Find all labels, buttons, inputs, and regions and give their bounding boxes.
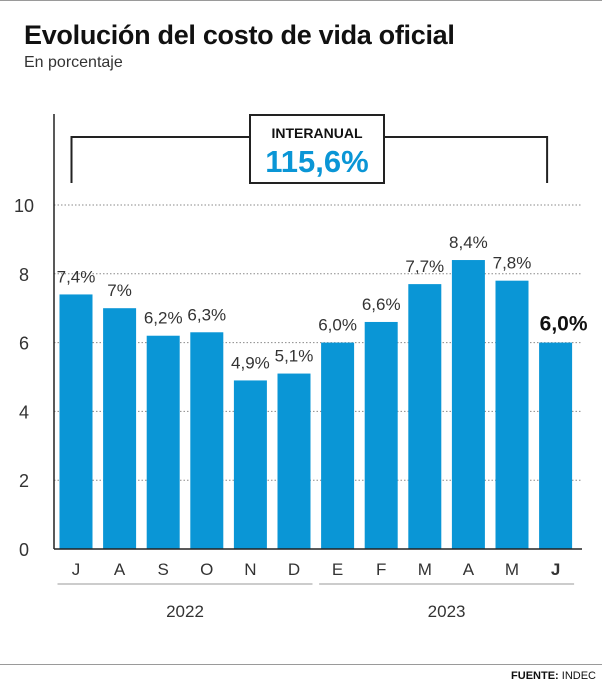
x-tick-label: N <box>244 560 256 579</box>
interanual-value: 115,6% <box>265 144 368 179</box>
bar <box>539 342 573 549</box>
x-tick-label: S <box>158 560 169 579</box>
interanual-box <box>249 114 385 184</box>
x-tick-label: J <box>551 560 560 579</box>
bar-value-label: 7,8% <box>493 254 532 273</box>
y-tick-label: 8 <box>19 265 29 285</box>
bar <box>233 380 267 549</box>
bar-value-label: 6,0% <box>318 316 357 335</box>
bar-chart: 0 2 4 6 8 10 7,4% J 7% A 6,2% S 6,3% O 4,9% N 5,1% D 6,0% E… <box>14 114 588 621</box>
source-value: INDEC <box>561 670 596 682</box>
bar <box>277 373 311 549</box>
bar <box>364 321 398 549</box>
source-label: FUENTE: <box>511 670 559 682</box>
bar <box>146 335 180 549</box>
x-tick-label: A <box>463 560 475 579</box>
bar-value-label: 5,1% <box>275 347 314 366</box>
bar-value-label: 6,0% <box>540 313 588 336</box>
bar-value-label: 7,7% <box>405 257 444 276</box>
x-tick-label: F <box>376 560 386 579</box>
bar <box>408 284 442 549</box>
interanual-label: INTERANUAL <box>272 125 363 141</box>
y-tick-label: 0 <box>19 540 29 560</box>
bar-value-label: 8,4% <box>449 233 488 252</box>
bar <box>495 280 529 549</box>
y-tick-label: 4 <box>19 402 29 422</box>
x-tick-label: A <box>114 560 126 579</box>
bar <box>321 342 355 549</box>
y-tick-label: 6 <box>19 334 29 354</box>
bar-value-label: 6,6% <box>362 295 401 314</box>
bar-value-label: 4,9% <box>231 353 270 372</box>
year-label: 2023 <box>428 602 466 621</box>
bar-value-label: 6,2% <box>144 309 183 328</box>
x-tick-label: E <box>332 560 343 579</box>
bar <box>451 260 485 549</box>
x-tick-label: M <box>418 560 432 579</box>
chart-subtitle: En porcentaje <box>24 54 123 71</box>
x-tick-label: D <box>288 560 300 579</box>
x-tick-label: O <box>200 560 213 579</box>
chart-title: Evolución del costo de vida oficial <box>24 20 455 50</box>
year-label: 2022 <box>166 602 204 621</box>
x-tick-label: J <box>72 560 81 579</box>
x-tick-label: M <box>505 560 519 579</box>
footer-rule <box>0 664 602 665</box>
top-rule <box>0 0 602 9</box>
bar-value-label: 6,3% <box>187 305 226 324</box>
y-tick-label: 2 <box>19 471 29 491</box>
bar <box>59 294 93 549</box>
bar <box>103 308 137 549</box>
bar <box>190 332 224 549</box>
bar-value-label: 7,4% <box>57 267 96 286</box>
y-tick-label: 10 <box>14 196 34 216</box>
bar-value-label: 7% <box>107 281 132 300</box>
source-note: FUENTE: INDEC <box>511 670 596 682</box>
